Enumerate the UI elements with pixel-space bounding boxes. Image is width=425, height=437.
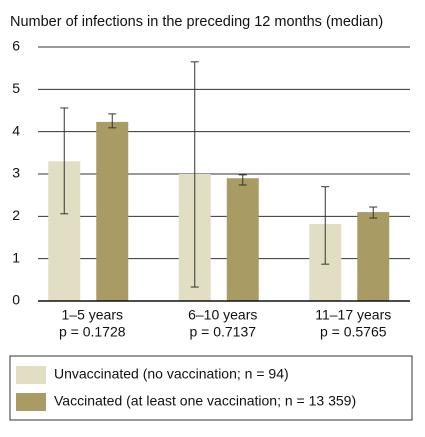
y-tick-label: 5 [12,80,20,96]
legend-swatch [16,366,46,384]
p-value: p = 0.7137 [189,324,256,340]
y-tick-label: 3 [12,165,20,181]
legend-label: Unvaccinated (no vaccination; n = 94) [54,366,289,382]
bar [226,178,259,301]
p-value: p = 0.5765 [320,324,387,340]
x-tick-label: 11–17 years [315,307,391,323]
legend-swatch [16,393,46,411]
p-value: p = 0.1728 [59,324,126,340]
y-tick-label: 2 [12,207,20,223]
y-tick-label: 6 [12,38,20,54]
y-tick-label: 0 [12,292,20,308]
y-tick-label: 1 [12,249,20,265]
bar [357,212,390,301]
bar [96,121,129,302]
x-tick-label: 1–5 years [62,307,123,323]
legend-box [9,355,413,421]
y-tick-label: 4 [12,122,20,138]
chart-title: Number of infections in the preceding 12… [10,14,383,30]
legend-label: Vaccinated (at least one vaccination; n … [54,393,356,409]
x-tick-label: 6–10 years [188,307,257,323]
